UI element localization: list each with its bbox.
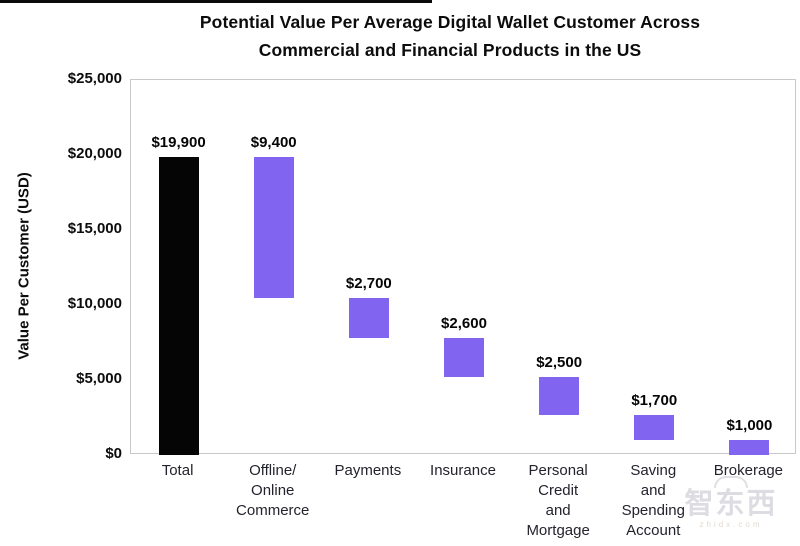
x-axis-category-label: Saving and Spending Account <box>621 462 685 539</box>
bar-value-label: $2,500 <box>536 354 583 371</box>
x-axis-category-label: Brokerage <box>713 462 784 479</box>
bar-value-label: $2,600 <box>441 315 487 332</box>
x-axis-category-label: Total <box>161 462 194 479</box>
y-axis-tick-label: $25,000 <box>67 70 122 87</box>
x-axis-category-label: Payments <box>334 462 402 479</box>
x-axis-category-label: Offline/ Online Commerce <box>236 462 310 519</box>
waterfall-bar-payments <box>348 297 389 338</box>
chart-title-line1: Potential Value Per Average Digital Wall… <box>199 12 701 32</box>
y-axis-tick-label: $20,000 <box>67 145 122 162</box>
y-axis-tick-label: $15,000 <box>67 220 122 237</box>
waterfall-bar-total <box>158 156 199 455</box>
y-axis-tick-label: $10,000 <box>67 295 122 312</box>
bar-value-label: $2,700 <box>345 274 392 292</box>
bar-value-label: $1,700 <box>631 391 678 409</box>
chart-title: Potential Value Per Average Digital Wall… <box>100 8 800 64</box>
plot-area: $19,900 $9,400 $2,700 $2,600 $2,500 $1,700 $1,… <box>130 79 796 455</box>
waterfall-bar-brokerage <box>729 440 770 455</box>
waterfall-bar-offline-online-commerce <box>253 156 294 298</box>
top-edge-artifact <box>0 0 432 3</box>
bar-value-label: $19,900 <box>151 133 206 151</box>
y-axis-tick-label: $0 <box>105 445 122 462</box>
bar-value-label: $1,000 <box>726 417 773 434</box>
x-axis-category-label: Personal Credit and Mortgage <box>526 462 590 539</box>
x-axis-category-label: Insurance <box>430 462 496 479</box>
waterfall-bar-personal-credit-and-mortgage <box>539 377 580 415</box>
x-axis-labels: Total Offline/ Online Commerce Payments Ins… <box>0 461 800 546</box>
waterfall-bar-insurance <box>444 338 484 377</box>
y-axis-label: Value Per Customer (USD) <box>15 172 33 360</box>
bar-value-label: $9,400 <box>250 133 297 151</box>
waterfall-bar-saving-and-spending-account <box>634 414 675 440</box>
chart-title-line2: Commercial and Financial Products in the… <box>258 40 642 60</box>
y-axis-tick-label: $5,000 <box>76 370 122 387</box>
